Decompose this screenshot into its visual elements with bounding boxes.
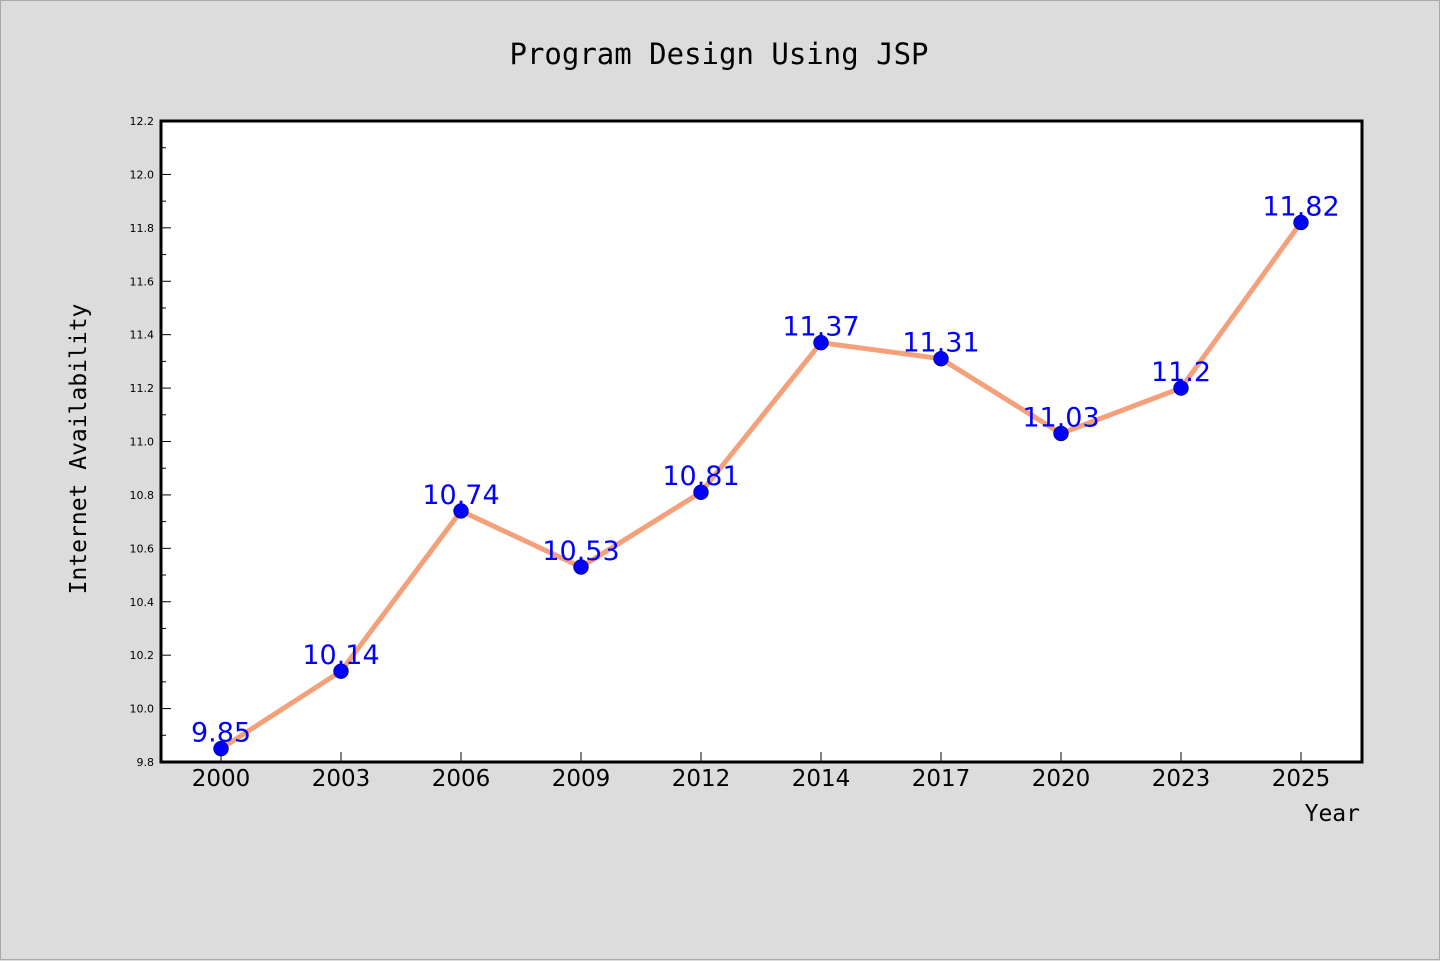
data-label: 11.37 bbox=[782, 312, 859, 343]
chart-title: Program Design Using JSP bbox=[509, 37, 928, 71]
data-label: 11.82 bbox=[1262, 191, 1339, 222]
y-tick-label: 11.6 bbox=[130, 275, 155, 288]
series-layer: 9.85 10.14 10.74 10.53 10.81 11.37 11.31 11.03 1… bbox=[191, 191, 1340, 757]
x-tick-label: 2023 bbox=[1152, 766, 1211, 792]
data-label: 10.14 bbox=[302, 640, 379, 671]
data-point bbox=[813, 334, 829, 351]
series-line bbox=[218, 219, 1304, 752]
x-tick-label: 2006 bbox=[432, 766, 491, 792]
y-tick-label: 10.4 bbox=[130, 596, 155, 609]
x-tick-label: 2000 bbox=[192, 766, 251, 792]
data-label: 11.2 bbox=[1151, 357, 1211, 388]
x-tick-label: 2012 bbox=[672, 766, 731, 792]
y-tick-label: 11.2 bbox=[130, 382, 155, 395]
data-label: 10.53 bbox=[542, 536, 619, 567]
y-tick-label: 9.8 bbox=[137, 756, 155, 769]
y-tick-label: 11.8 bbox=[130, 222, 155, 235]
data-point bbox=[933, 350, 949, 367]
y-tick-label: 10.6 bbox=[130, 542, 155, 555]
data-label: 9.85 bbox=[191, 718, 251, 749]
data-point bbox=[1053, 425, 1069, 442]
data-label: 10.74 bbox=[422, 480, 499, 511]
x-tick-label: 2014 bbox=[792, 766, 851, 792]
x-tick-label: 2003 bbox=[312, 766, 371, 792]
data-point bbox=[1173, 380, 1189, 396]
y-tick-label: 10.8 bbox=[130, 489, 155, 502]
x-tick-label: 2025 bbox=[1272, 766, 1331, 792]
y-tick-label: 10.0 bbox=[130, 703, 155, 716]
x-axis-ticks: 2000 2003 2006 2009 2012 2014 2017 2020 2023 2025 bbox=[192, 752, 1331, 792]
data-point bbox=[333, 663, 349, 679]
x-axis-label: Year bbox=[1305, 801, 1360, 827]
y-axis-label: Internet Availability bbox=[66, 304, 92, 595]
data-point bbox=[693, 484, 709, 500]
y-tick-label: 12.2 bbox=[130, 115, 155, 128]
x-tick-label: 2009 bbox=[552, 766, 611, 792]
data-point bbox=[573, 559, 589, 575]
data-point bbox=[453, 503, 469, 519]
y-tick-label: 11.0 bbox=[130, 436, 155, 449]
data-point bbox=[1293, 214, 1309, 231]
plot-area bbox=[161, 121, 1362, 762]
y-tick-label: 12.0 bbox=[130, 168, 155, 181]
data-label: 11.03 bbox=[1022, 402, 1099, 433]
plot-frame bbox=[159, 119, 1364, 764]
x-tick-label: 2020 bbox=[1032, 766, 1091, 792]
y-tick-label: 11.4 bbox=[130, 329, 155, 342]
data-label: 10.81 bbox=[662, 461, 739, 492]
x-tick-label: 2017 bbox=[912, 766, 971, 792]
y-axis-ticks: 9.8 10.0 10.2 10.4 10.6 10.8 11.0 11.2 11.4 11.6 1… bbox=[130, 115, 171, 769]
y-tick-label: 10.2 bbox=[130, 649, 155, 662]
data-label: 11.31 bbox=[902, 328, 979, 359]
data-point bbox=[213, 740, 229, 757]
